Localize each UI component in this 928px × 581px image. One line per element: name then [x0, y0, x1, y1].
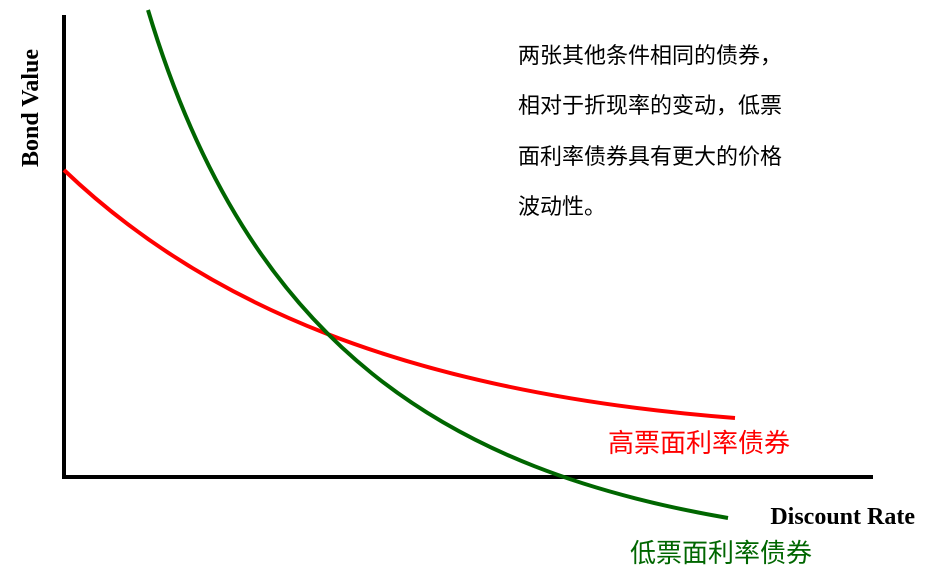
annotation-line: 面利率债券具有更大的价格	[518, 145, 782, 170]
x-axis-label: Discount Rate	[770, 504, 915, 530]
annotation-line: 相对于折现率的变动，低票	[518, 94, 782, 119]
annotation-line: 波动性。	[518, 195, 606, 220]
high-coupon-curve	[62, 168, 736, 420]
curve-label: 高票面利率债券	[608, 429, 790, 459]
low-coupon-curve	[146, 9, 729, 520]
annotation-line: 两张其他条件相同的债券，	[518, 44, 782, 69]
y-axis-label: Bond Value	[18, 49, 44, 167]
curve-label: 低票面利率债券	[630, 539, 812, 569]
